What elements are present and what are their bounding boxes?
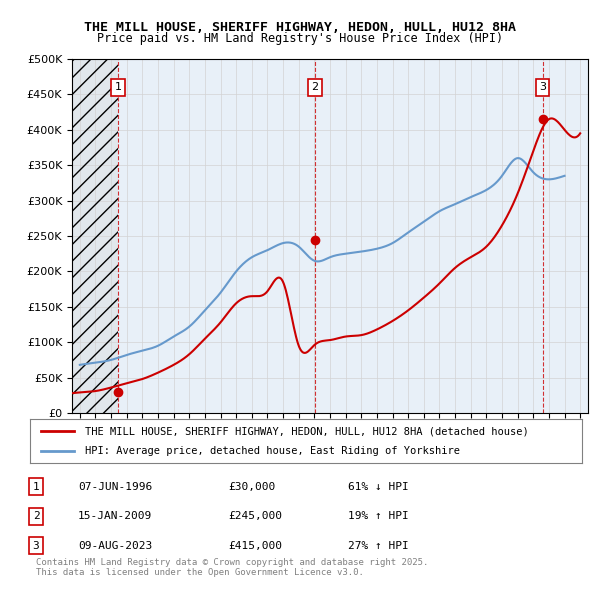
Text: 15-JAN-2009: 15-JAN-2009 — [78, 512, 152, 521]
Text: 09-AUG-2023: 09-AUG-2023 — [78, 541, 152, 550]
Text: £30,000: £30,000 — [228, 482, 275, 491]
Bar — [72, 59, 118, 413]
Text: 3: 3 — [539, 83, 546, 92]
Text: HPI: Average price, detached house, East Riding of Yorkshire: HPI: Average price, detached house, East… — [85, 446, 460, 455]
Text: 1: 1 — [115, 83, 121, 92]
Text: THE MILL HOUSE, SHERIFF HIGHWAY, HEDON, HULL, HU12 8HA (detached house): THE MILL HOUSE, SHERIFF HIGHWAY, HEDON, … — [85, 427, 529, 436]
Text: 2: 2 — [32, 512, 40, 521]
Text: 07-JUN-1996: 07-JUN-1996 — [78, 482, 152, 491]
Text: Contains HM Land Registry data © Crown copyright and database right 2025.
This d: Contains HM Land Registry data © Crown c… — [36, 558, 428, 577]
Text: 2: 2 — [311, 83, 319, 92]
Text: 1: 1 — [32, 482, 40, 491]
Text: THE MILL HOUSE, SHERIFF HIGHWAY, HEDON, HULL, HU12 8HA: THE MILL HOUSE, SHERIFF HIGHWAY, HEDON, … — [84, 21, 516, 34]
Text: 61% ↓ HPI: 61% ↓ HPI — [348, 482, 409, 491]
Text: £245,000: £245,000 — [228, 512, 282, 521]
Text: 19% ↑ HPI: 19% ↑ HPI — [348, 512, 409, 521]
Text: 27% ↑ HPI: 27% ↑ HPI — [348, 541, 409, 550]
Text: Price paid vs. HM Land Registry's House Price Index (HPI): Price paid vs. HM Land Registry's House … — [97, 32, 503, 45]
Text: 3: 3 — [32, 541, 40, 550]
Text: £415,000: £415,000 — [228, 541, 282, 550]
